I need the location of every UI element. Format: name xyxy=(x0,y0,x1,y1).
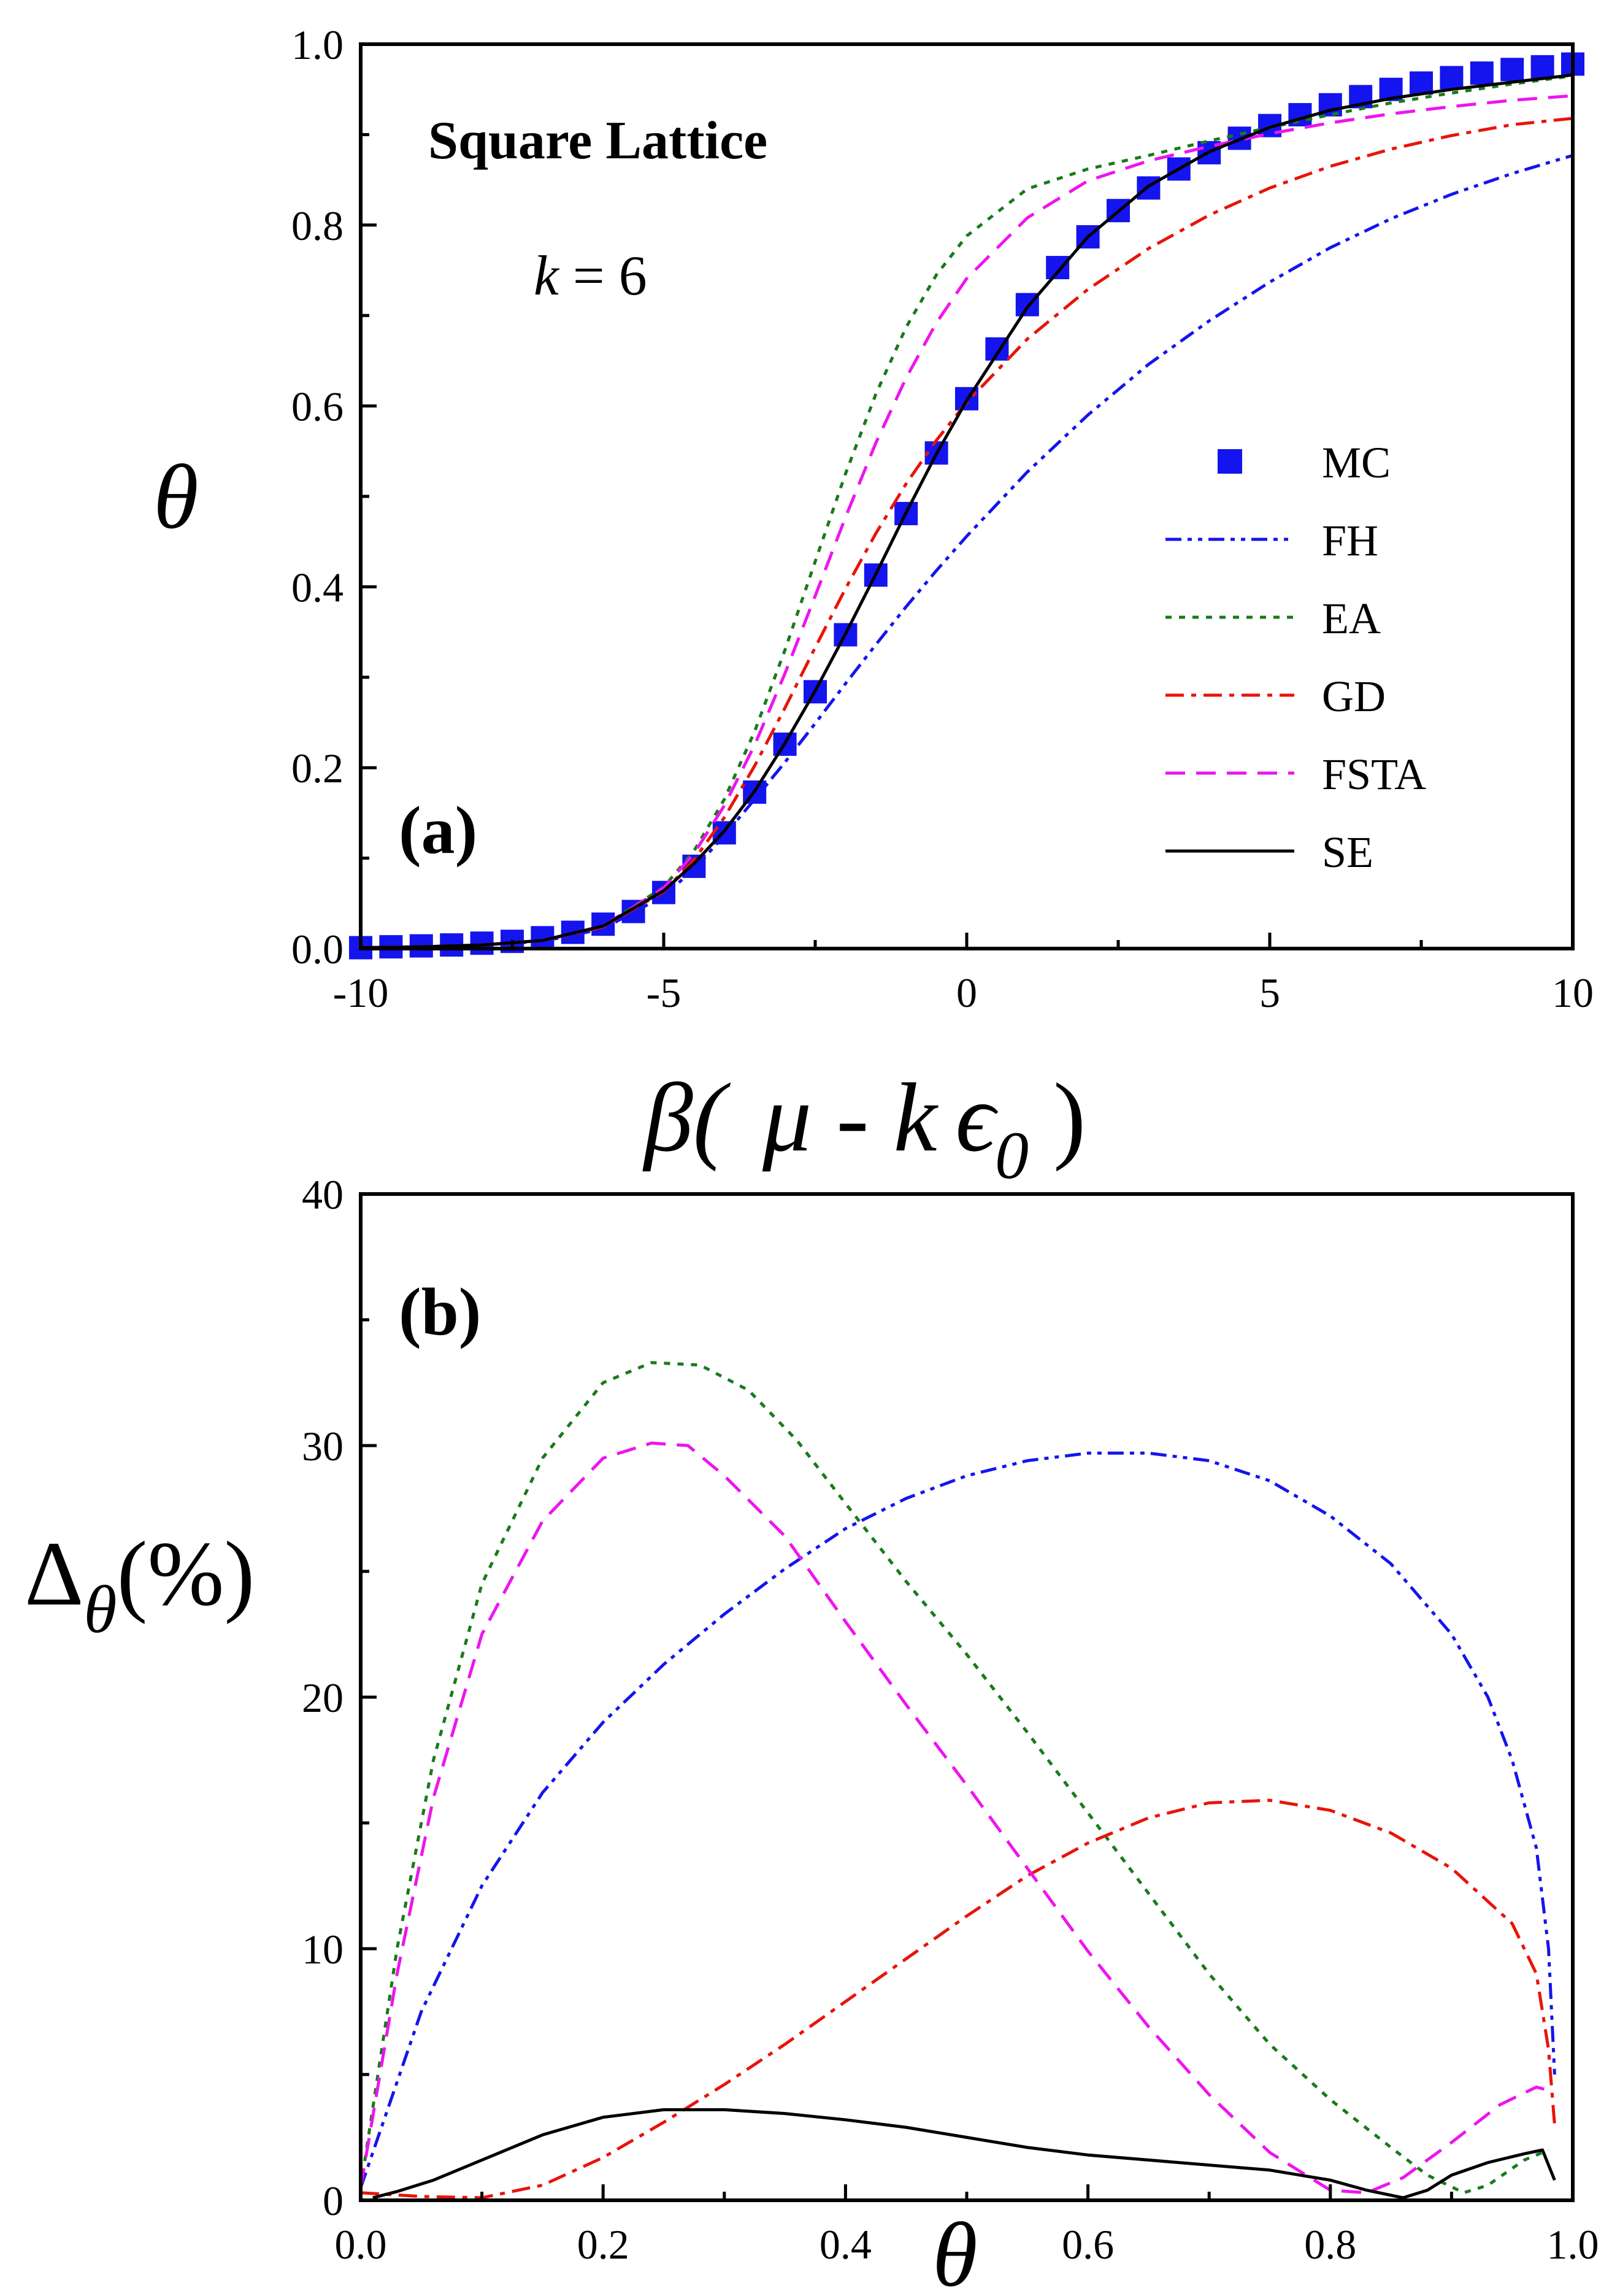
panel-b-fsta-line xyxy=(359,1441,1556,2195)
panel-b-x-axis-label: θ xyxy=(932,2204,978,2296)
panel-a-k-annotation: k = 6 xyxy=(534,244,647,307)
panel-a-x-axis-label: β( μ - k ϵ0) xyxy=(642,1063,1086,1193)
panel-a-mc-point xyxy=(1470,61,1494,85)
legend-se-label: SE xyxy=(1322,828,1373,877)
panel-a-mc-point xyxy=(1046,256,1070,280)
panel-a-x-tick-label: 10 xyxy=(1552,969,1594,1016)
xlabel-close: ) xyxy=(1053,1063,1086,1172)
panel-a-mc-point xyxy=(591,912,615,936)
panel-b-x-tick-label: 0.6 xyxy=(1062,2221,1114,2268)
panel-a-mc-point xyxy=(1288,102,1312,126)
panel-b-x-tick-label: 0.0 xyxy=(335,2221,387,2268)
panel-b-x-tick-label: 0.8 xyxy=(1304,2221,1356,2268)
ylabel-percent: (%) xyxy=(117,1523,255,1625)
ylabel-delta: Δ xyxy=(25,1523,83,1625)
panel-b-series-layer xyxy=(359,1361,1556,2200)
panel-a-legend: MC FH EA GD FSTA SE xyxy=(1165,438,1426,877)
panel-b-ea-line xyxy=(359,1361,1549,2195)
panel-b-y-tick-label: 40 xyxy=(302,1171,344,1218)
legend-fsta-label: FSTA xyxy=(1322,750,1426,799)
panel-a-se-line xyxy=(360,73,1573,949)
xlabel-minus-k: - k xyxy=(836,1063,939,1172)
panel-b-y-tick-label: 10 xyxy=(302,1926,344,1973)
legend-mc-marker xyxy=(1218,449,1242,474)
panel-b-x-tick-label: 1.0 xyxy=(1547,2221,1599,2268)
panel-b-y-axis-label: Δθ(%) xyxy=(25,1523,255,1647)
panel-a-y-tick-label: 0.6 xyxy=(291,383,344,430)
panel-b-label: (b) xyxy=(399,1274,481,1349)
panel-a-series-layer xyxy=(349,52,1584,960)
legend-ea-label: EA xyxy=(1322,594,1381,643)
panel-a-y-tick-label: 1.0 xyxy=(291,21,344,68)
panel-b-fh-line xyxy=(359,1451,1556,2189)
panel-a-mc-point xyxy=(1530,55,1554,79)
xlabel-sub-0: 0 xyxy=(995,1118,1029,1193)
panel-a-ea-line xyxy=(360,74,1573,949)
panel-a-title: Square Lattice xyxy=(428,111,767,171)
panel-a-y-tick-label: 0.8 xyxy=(291,202,344,249)
panel-a-ticks: -10 -5 0 5 10 0.0 0.2 0.4 0.6 0.8 1.0 xyxy=(291,21,1594,1016)
panel-a-y-tick-label: 0.2 xyxy=(291,745,344,792)
panel-a-mc-point xyxy=(1440,66,1464,90)
panel-a-mc-point xyxy=(1410,71,1433,95)
panel-a-plot-frame xyxy=(359,42,1575,950)
k-var: k xyxy=(534,244,560,307)
legend-gd-label: GD xyxy=(1322,672,1386,721)
panel-a-y-tick-label: 0.0 xyxy=(291,926,344,973)
panel-a-gd-line xyxy=(360,117,1573,949)
panel-b-plot-frame xyxy=(359,1192,1575,2202)
panel-b-y-tick-label: 30 xyxy=(302,1423,344,1470)
panel-b-x-tick-label: 0.4 xyxy=(820,2221,872,2268)
panel-a-label: (a) xyxy=(399,793,477,868)
panel-a-x-tick-label: 5 xyxy=(1259,969,1280,1016)
k-value: = 6 xyxy=(559,244,647,307)
panel-b-gd-line xyxy=(360,1798,1556,2200)
panel-a-fsta-line xyxy=(360,94,1573,949)
panel-a-mc-point xyxy=(1500,58,1524,82)
panel-b-ticks: 0.0 0.2 0.4 0.6 0.8 1.0 0 10 20 30 40 xyxy=(302,1171,1599,2268)
panel-b-y-tick-label: 20 xyxy=(302,1674,344,1721)
panel-a-y-tick-label: 0.4 xyxy=(291,564,344,611)
panel-a-fh-line xyxy=(360,153,1573,949)
panel-a-x-tick-label: 0 xyxy=(956,969,977,1016)
panel-a-x-tick-label: -10 xyxy=(333,969,389,1016)
panel-b-x-tick-label: 0.2 xyxy=(577,2221,629,2268)
xlabel-epsilon: ϵ xyxy=(956,1063,999,1172)
legend-mc-label: MC xyxy=(1322,438,1391,487)
legend-fh-label: FH xyxy=(1322,516,1378,565)
ylabel-sub-theta: θ xyxy=(83,1572,117,1647)
panel-b-y-tick-label: 0 xyxy=(323,2178,344,2224)
panel-a-x-tick-label: -5 xyxy=(647,969,681,1016)
xlabel-beta: β( xyxy=(642,1063,731,1172)
panel-a-chart: -10 -5 0 5 10 0.0 0.2 0.4 0.6 0.8 1.0 Square Latti… xyxy=(153,21,1594,1193)
xlabel-mu: μ xyxy=(762,1063,812,1172)
panel-a-y-axis-label: θ xyxy=(153,446,199,548)
panel-b-se-line xyxy=(372,2108,1556,2200)
